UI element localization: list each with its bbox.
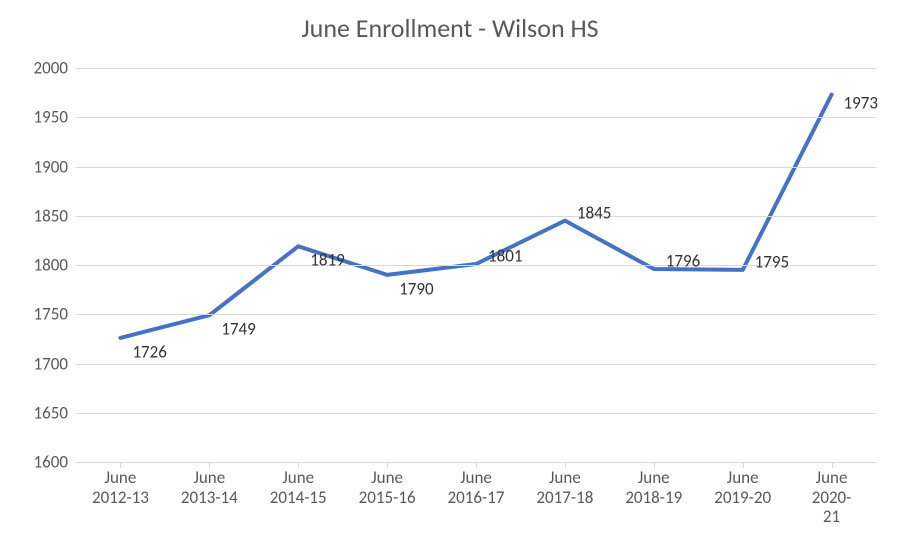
plot-area: 160016501700175018001850190019502000June… — [76, 68, 876, 462]
data-label: 1749 — [221, 319, 255, 340]
x-tick-label: June 2018-19 — [625, 462, 682, 507]
y-tick-label: 1650 — [34, 402, 76, 423]
data-label: 1819 — [310, 250, 344, 271]
gridline — [76, 167, 876, 168]
data-label: 1795 — [755, 251, 789, 272]
x-tick-label: June 2017-18 — [536, 462, 593, 507]
data-label: 1726 — [132, 341, 166, 362]
y-tick-label: 1950 — [34, 107, 76, 128]
chart-title: June Enrollment - Wilson HS — [0, 12, 900, 44]
gridline — [76, 413, 876, 414]
y-tick-label: 1600 — [34, 452, 76, 473]
x-tick-label: June 2014-15 — [270, 462, 327, 507]
x-tick-label: June 2016-17 — [448, 462, 505, 507]
gridline — [76, 364, 876, 365]
x-tick-label: June 2013-14 — [181, 462, 238, 507]
y-tick-label: 2000 — [34, 58, 76, 79]
y-tick-label: 1800 — [34, 255, 76, 276]
data-label: 1796 — [666, 250, 700, 271]
enrollment-chart: June Enrollment - Wilson HS 160016501700… — [0, 0, 900, 539]
y-tick-label: 1750 — [34, 304, 76, 325]
data-label: 1973 — [844, 92, 878, 113]
x-tick-label: June 2019-20 — [714, 462, 771, 507]
gridline — [76, 68, 876, 69]
data-label: 1801 — [488, 246, 522, 267]
y-tick-label: 1850 — [34, 205, 76, 226]
gridline — [76, 216, 876, 217]
y-tick-label: 1900 — [34, 156, 76, 177]
x-tick-label: June 2012-13 — [92, 462, 149, 507]
data-label: 1845 — [577, 202, 611, 223]
gridline — [76, 117, 876, 118]
gridline — [76, 314, 876, 315]
x-tick-label: June 2020-21 — [809, 462, 853, 527]
x-tick-label: June 2015-16 — [359, 462, 416, 507]
y-tick-label: 1700 — [34, 353, 76, 374]
data-label: 1790 — [399, 278, 433, 299]
